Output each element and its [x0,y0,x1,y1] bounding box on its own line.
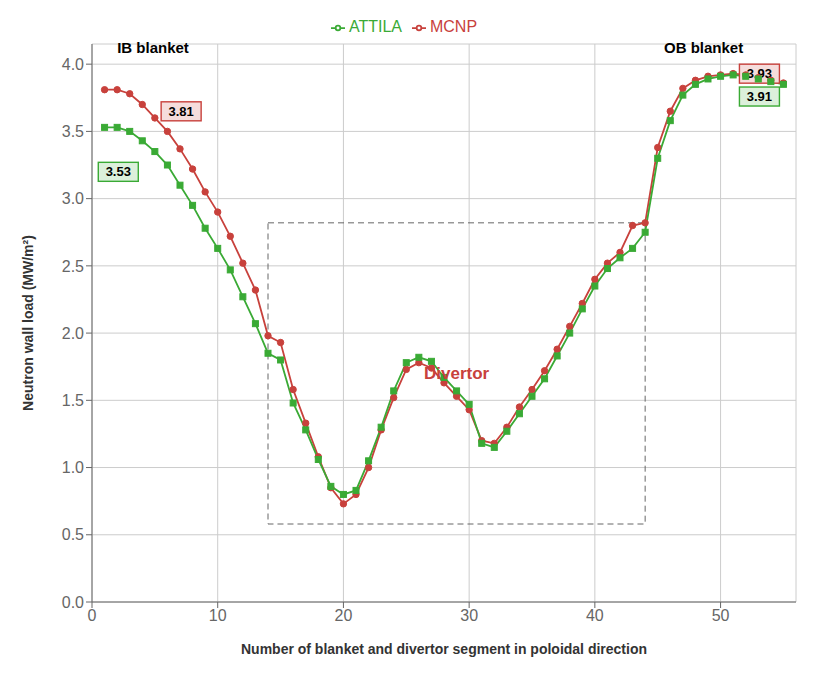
svg-text:30: 30 [460,607,478,624]
svg-text:2.5: 2.5 [62,258,84,275]
svg-text:OB blanket: OB blanket [664,39,743,56]
svg-text:3.0: 3.0 [62,190,84,207]
svg-text:0.5: 0.5 [62,526,84,543]
html-text:MCNP: MCNP [430,18,478,35]
svg-text:3.91: 3.91 [747,89,772,104]
svg-text:4.0: 4.0 [62,56,84,73]
svg-text:1.5: 1.5 [62,392,84,409]
svg-text:0.0: 0.0 [62,594,84,611]
svg-text:1.0: 1.0 [62,459,84,476]
html-text:ATTILA: ATTILA [348,18,402,35]
svg-text:40: 40 [586,607,604,624]
svg-text:0: 0 [88,607,97,624]
svg-text:10: 10 [209,607,227,624]
svg-text:20: 20 [335,607,353,624]
svg-text:3.5: 3.5 [62,123,84,140]
svg-text:Number of blanket and divertor: Number of blanket and divertor segment i… [241,641,647,657]
svg-text:3.93: 3.93 [746,66,773,82]
svg-text:IB blanket: IB blanket [117,39,189,56]
svg-text:50: 50 [712,607,730,624]
svg-text:Neutron wall load (MW/m²): Neutron wall load (MW/m²) [20,235,36,411]
svg-text:Divertor: Divertor [424,364,490,383]
svg-text:3.81: 3.81 [168,104,193,119]
svg-text:3.53: 3.53 [106,164,131,179]
svg-text:2.0: 2.0 [62,325,84,342]
